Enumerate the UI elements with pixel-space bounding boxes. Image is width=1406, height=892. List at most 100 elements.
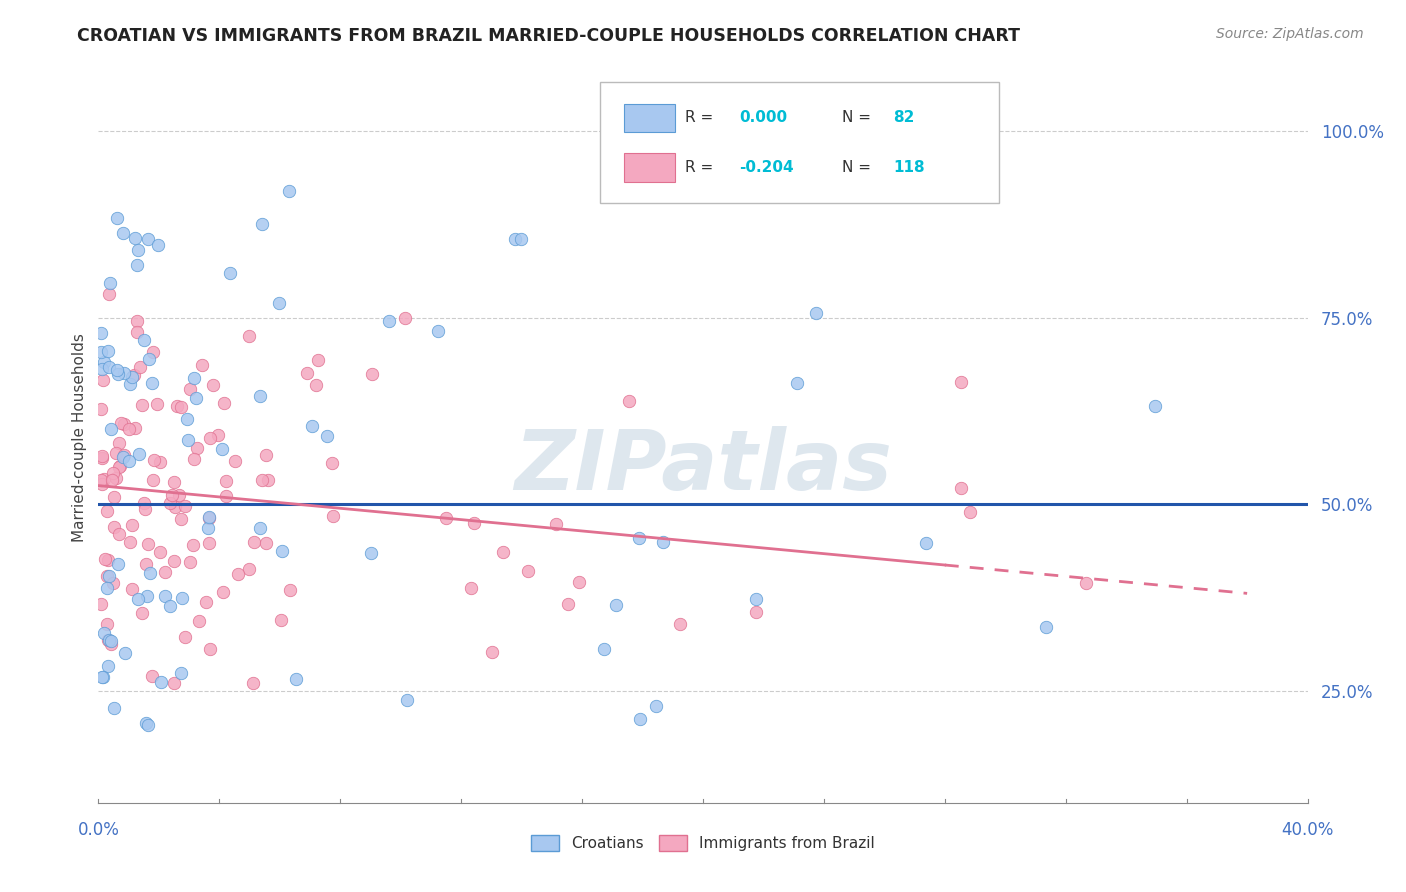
Point [136, 590, 159, 604]
Point [173, 500, 195, 514]
Point [125, 259, 148, 273]
Point [93, 355, 115, 369]
Point [104, 471, 127, 485]
Point [804, 306, 827, 320]
Point [159, 495, 181, 509]
Point [118, 421, 141, 435]
Text: N =: N = [842, 160, 872, 175]
Point [131, 398, 153, 412]
Point [267, 296, 290, 310]
Point [90, 449, 112, 463]
Legend: Croatians, Immigrants from Brazil: Croatians, Immigrants from Brazil [526, 830, 880, 857]
Point [127, 314, 149, 328]
Point [101, 467, 124, 481]
Point [107, 526, 129, 541]
Point [135, 716, 157, 731]
Point [959, 505, 981, 519]
Point [103, 490, 125, 504]
Point [197, 510, 219, 524]
Point [172, 591, 194, 605]
Point [256, 473, 278, 487]
Point [155, 589, 177, 603]
Point [322, 508, 344, 523]
Point [242, 675, 264, 690]
Point [745, 591, 768, 606]
Point [97, 286, 120, 301]
Point [132, 496, 155, 510]
Point [149, 455, 172, 469]
Point [176, 411, 198, 425]
Point [278, 582, 301, 597]
Point [170, 665, 193, 680]
Point [181, 538, 204, 552]
Point [628, 712, 651, 726]
Point [132, 333, 155, 347]
Point [197, 521, 219, 535]
Text: R =: R = [685, 160, 713, 175]
Point [112, 450, 135, 465]
Point [93, 472, 115, 486]
Point [567, 575, 589, 590]
Point [316, 429, 339, 443]
Point [110, 417, 132, 431]
Point [159, 599, 181, 613]
Point [297, 366, 319, 380]
Point [256, 536, 278, 550]
Point [107, 368, 129, 382]
Point [107, 436, 129, 450]
Point [250, 473, 273, 487]
Point [105, 446, 128, 460]
Point [301, 418, 323, 433]
Point [90, 344, 112, 359]
Point [93, 626, 115, 640]
Point [114, 646, 136, 660]
Point [1074, 576, 1097, 591]
Point [218, 266, 240, 280]
Point [90, 597, 112, 611]
Point [110, 458, 132, 473]
Point [321, 457, 343, 471]
Point [94, 551, 117, 566]
Point [141, 669, 163, 683]
Point [112, 417, 135, 432]
Point [121, 517, 143, 532]
Point [557, 597, 579, 611]
Point [91, 451, 114, 466]
Point [118, 454, 141, 468]
Point [131, 607, 153, 621]
Point [270, 613, 292, 627]
Point [492, 545, 515, 559]
Point [481, 645, 503, 659]
Point [207, 428, 229, 442]
Point [103, 701, 125, 715]
Point [146, 237, 169, 252]
Point [165, 500, 187, 515]
Point [215, 474, 238, 488]
Text: 0.000: 0.000 [740, 110, 787, 125]
Point [188, 614, 211, 628]
Point [463, 516, 485, 530]
Point [125, 325, 148, 339]
Point [162, 554, 184, 568]
Point [426, 325, 449, 339]
Point [503, 232, 526, 246]
Point [108, 460, 131, 475]
Point [395, 693, 418, 707]
Point [112, 227, 135, 241]
Point [183, 371, 205, 385]
Point [97, 659, 120, 673]
Point [145, 397, 167, 411]
Point [361, 367, 384, 381]
Point [627, 531, 650, 545]
Point [644, 698, 666, 713]
Point [174, 630, 197, 644]
Point [121, 582, 143, 597]
Point [360, 546, 382, 560]
Text: Source: ZipAtlas.com: Source: ZipAtlas.com [1216, 27, 1364, 41]
Point [127, 591, 149, 606]
Point [148, 545, 170, 559]
Point [669, 617, 692, 632]
Point [190, 359, 212, 373]
Point [226, 566, 249, 581]
Point [121, 369, 143, 384]
